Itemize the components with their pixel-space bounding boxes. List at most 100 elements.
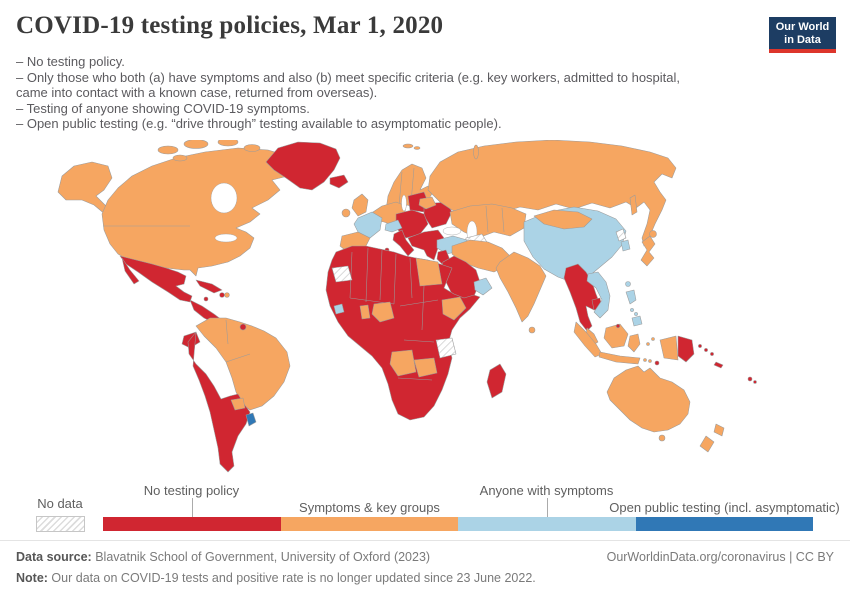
country-uruguay[interactable] xyxy=(245,412,257,427)
baltic-sea xyxy=(401,194,407,212)
country-sulawesi[interactable] xyxy=(627,333,641,353)
country-china[interactable] xyxy=(523,206,627,284)
country-kazakhstan-central-asia[interactable] xyxy=(449,203,527,239)
country-ghana[interactable] xyxy=(359,304,371,320)
country-taiwan[interactable] xyxy=(625,281,631,287)
country-borneo[interactable] xyxy=(603,323,629,349)
country-new-caledonia[interactable] xyxy=(713,361,724,369)
country-jamaica[interactable] xyxy=(203,296,209,302)
note-text: Our data on COVID-19 tests and positive … xyxy=(47,571,536,585)
legend-label-no-testing-policy: No testing policy xyxy=(143,483,240,498)
legend-segment-open-public-testing[interactable] xyxy=(635,517,813,531)
moluccas-island[interactable] xyxy=(646,342,650,346)
country-sakhalin[interactable] xyxy=(629,194,638,216)
country-belarus[interactable] xyxy=(418,196,437,210)
country-solomon-islands[interactable] xyxy=(710,352,714,356)
subtitle-line: – No testing policy. xyxy=(16,54,125,69)
subtitle-line: – Open public testing (e.g. “drive throu… xyxy=(16,116,502,131)
country-greenland[interactable] xyxy=(265,141,341,191)
country-alaska[interactable] xyxy=(57,161,113,216)
legend-segment-anyone-with-symptoms[interactable] xyxy=(458,517,636,531)
country-egypt[interactable] xyxy=(415,257,443,287)
country-france[interactable] xyxy=(353,211,383,239)
country-australia-tasmania[interactable] xyxy=(658,434,666,442)
owid-logo[interactable]: Our World in Data xyxy=(769,17,836,53)
country-zambia[interactable] xyxy=(413,357,438,378)
hudson-bay xyxy=(210,182,238,214)
lesser-sunda-island[interactable] xyxy=(648,359,652,363)
arctic-island[interactable] xyxy=(183,140,209,149)
lesser-sunda-island[interactable] xyxy=(643,358,647,362)
country-italy[interactable] xyxy=(392,229,415,257)
country-fiji[interactable] xyxy=(747,376,753,382)
country-canada-usa[interactable] xyxy=(101,147,297,277)
novaya-zemlya[interactable] xyxy=(473,144,479,160)
data-source-label: Data source: xyxy=(16,550,92,564)
country-balkans-greece[interactable] xyxy=(407,229,445,261)
svalbard[interactable] xyxy=(402,143,414,149)
country-australia[interactable] xyxy=(606,365,691,433)
country-brunei[interactable] xyxy=(615,323,621,329)
country-angola[interactable] xyxy=(389,349,417,377)
country-sri-lanka[interactable] xyxy=(528,326,536,334)
country-philippines-luzon[interactable] xyxy=(625,289,637,305)
country-paraguay[interactable] xyxy=(230,397,246,411)
country-ethiopia[interactable] xyxy=(441,296,467,321)
arctic-island[interactable] xyxy=(172,154,188,162)
legend-bar xyxy=(103,517,813,531)
country-japan-hokkaido[interactable] xyxy=(649,230,657,238)
legend-segment-no-testing-policy[interactable] xyxy=(103,517,281,531)
country-mexico-baja[interactable] xyxy=(121,257,140,285)
country-ireland[interactable] xyxy=(341,208,351,218)
country-united-kingdom[interactable] xyxy=(351,193,369,217)
country-japan[interactable] xyxy=(640,235,656,267)
country-mexico[interactable] xyxy=(119,255,193,303)
legend-segment-symptoms-key-groups[interactable] xyxy=(280,517,458,531)
country-switzerland-austria[interactable] xyxy=(384,219,403,233)
country-mongolia[interactable] xyxy=(533,209,593,230)
country-india-pakistan[interactable] xyxy=(495,251,547,323)
country-solomon-islands[interactable] xyxy=(698,344,702,348)
arctic-island[interactable] xyxy=(217,140,239,147)
country-guinea[interactable] xyxy=(333,303,345,315)
country-oman[interactable] xyxy=(473,277,493,296)
country-madagascar[interactable] xyxy=(486,363,507,399)
legend-tick xyxy=(547,498,548,517)
svalbard[interactable] xyxy=(413,146,421,150)
country-fiji[interactable] xyxy=(753,380,757,384)
country-peru-chile-argentina[interactable] xyxy=(187,331,251,473)
moluccas-island[interactable] xyxy=(651,337,655,341)
country-french-guiana[interactable] xyxy=(239,323,247,331)
country-south-korea[interactable] xyxy=(620,239,631,252)
country-solomon-islands[interactable] xyxy=(704,348,708,352)
country-north-korea[interactable] xyxy=(615,228,627,242)
country-haiti[interactable] xyxy=(219,292,225,298)
no-data-swatch[interactable] xyxy=(36,516,85,532)
data-source-text: Blavatnik School of Government, Universi… xyxy=(91,550,431,564)
country-iceland[interactable] xyxy=(329,174,349,189)
note-line: Note: Our data on COVID-19 tests and pos… xyxy=(16,571,834,585)
arctic-island[interactable] xyxy=(243,144,261,152)
note-label: Note: xyxy=(16,571,48,585)
arctic-island[interactable] xyxy=(157,145,179,155)
country-timor-leste[interactable] xyxy=(654,360,660,366)
country-vietnam-laos[interactable] xyxy=(586,271,611,319)
subtitle-line: – Testing of anyone showing COVID-19 sym… xyxy=(16,100,310,116)
country-new-zealand[interactable] xyxy=(699,423,725,453)
country-mauritania[interactable] xyxy=(331,265,353,283)
country-cuba[interactable] xyxy=(195,279,223,294)
owid-link[interactable]: OurWorldinData.org/coronavirus | CC BY xyxy=(606,550,834,564)
country-sumatra[interactable] xyxy=(573,321,603,358)
country-papua-new-guinea[interactable] xyxy=(677,335,695,363)
country-philippines-visayas[interactable] xyxy=(634,312,638,316)
country-java[interactable] xyxy=(598,351,641,365)
country-nigeria[interactable] xyxy=(371,301,395,323)
country-west-papua[interactable] xyxy=(659,335,679,361)
country-dominican-republic[interactable] xyxy=(224,292,230,298)
country-tanzania[interactable] xyxy=(435,337,457,359)
country-brazil-colombia-venezuela[interactable] xyxy=(195,317,291,411)
country-philippines-visayas[interactable] xyxy=(630,308,634,312)
page-title: COVID-19 testing policies, Mar 1, 2020 xyxy=(16,12,444,39)
country-philippines-mindanao[interactable] xyxy=(631,315,643,327)
